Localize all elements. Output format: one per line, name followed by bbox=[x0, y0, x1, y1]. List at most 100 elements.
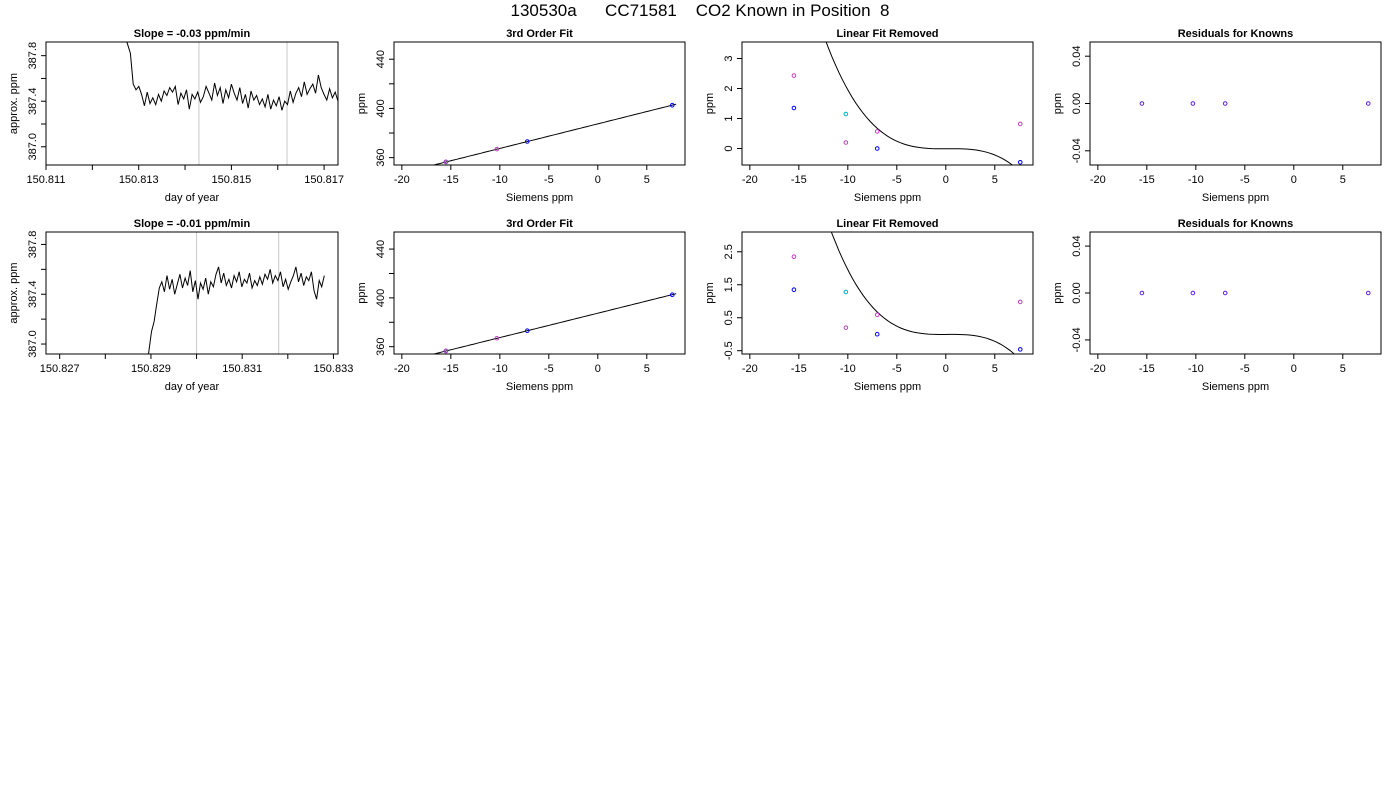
x-tick-label: 0 bbox=[943, 363, 949, 375]
x-tick-label: -15 bbox=[791, 174, 807, 186]
y-tick-label: 400 bbox=[375, 289, 387, 307]
fit-curve bbox=[431, 293, 677, 354]
data-point bbox=[874, 129, 880, 134]
y-axis-label: ppm bbox=[1052, 282, 1064, 303]
x-tick-label: -20 bbox=[742, 363, 758, 375]
data-point bbox=[1017, 160, 1023, 165]
y-tick-label: 1 bbox=[723, 115, 735, 121]
x-tick-label: -5 bbox=[544, 363, 554, 375]
data-point bbox=[1365, 290, 1371, 296]
y-tick-label: 387.8 bbox=[27, 42, 39, 70]
y-tick-label: 387.8 bbox=[27, 231, 39, 259]
chart-title: Slope = -0.03 ppm/min bbox=[134, 28, 251, 40]
chart-res2: Residuals for Knowns -20 -15 -10 -5 0 5 -0.04 0.… bbox=[1052, 218, 1382, 393]
chart-lin1: Linear Fit Removed -20 -15 -10 -5 0 5 0 1 2 3 Sieme… bbox=[704, 28, 1034, 204]
chart-ts1: Slope = -0.03 ppm/min 150.811 150.813 150.8… bbox=[8, 28, 344, 204]
data-point bbox=[791, 287, 797, 293]
y-tick-label: 2.5 bbox=[723, 244, 735, 259]
y-tick-label: -0.04 bbox=[1071, 138, 1083, 163]
x-tick-label: 150.815 bbox=[212, 174, 252, 186]
data-point bbox=[443, 159, 449, 165]
chart-ts2: Slope = -0.01 ppm/min 150.827 150.829 150.8… bbox=[8, 218, 353, 393]
x-tick-label: -10 bbox=[492, 363, 508, 375]
data-point bbox=[874, 146, 880, 151]
x-tick-label: -5 bbox=[892, 363, 902, 375]
x-axis-label: Siemens ppm bbox=[854, 192, 921, 204]
y-tick-label: 360 bbox=[375, 148, 387, 166]
data-point bbox=[1222, 290, 1228, 296]
y-tick-label: 387.0 bbox=[27, 330, 39, 358]
data-point bbox=[1190, 101, 1196, 106]
data-point bbox=[791, 254, 797, 260]
page-title: 130530a CC71581 CO2 Known in Position 8 bbox=[510, 1, 890, 20]
chart-title: 3rd Order Fit bbox=[506, 218, 573, 230]
y-axis-label: ppm bbox=[704, 282, 716, 303]
chart-title: Linear Fit Removed bbox=[836, 218, 938, 230]
x-tick-label: -15 bbox=[1139, 363, 1155, 375]
x-tick-label: 150.813 bbox=[119, 174, 159, 186]
y-tick-label: 440 bbox=[375, 50, 387, 68]
data-point bbox=[1139, 290, 1145, 296]
y-tick-label: 2 bbox=[723, 85, 735, 91]
y-tick-label: 400 bbox=[375, 99, 387, 117]
data-point bbox=[669, 292, 675, 298]
x-tick-label: -5 bbox=[892, 174, 902, 186]
y-tick-label: -0.04 bbox=[1071, 327, 1083, 352]
plot-frame bbox=[741, 41, 1034, 166]
chart-res1: Residuals for Knowns -20 -15 -10 -5 0 5 -0.04 0.… bbox=[1052, 28, 1382, 204]
x-tick-label: -5 bbox=[1240, 363, 1250, 375]
chart-title: 3rd Order Fit bbox=[506, 28, 573, 40]
x-tick-label: -10 bbox=[840, 174, 856, 186]
x-tick-label: 150.811 bbox=[27, 174, 66, 186]
y-tick-label: 0.00 bbox=[1071, 282, 1083, 303]
x-tick-label: -10 bbox=[1188, 174, 1204, 186]
x-tick-label: -5 bbox=[544, 174, 554, 186]
x-axis-label: day of year bbox=[165, 381, 220, 393]
data-point bbox=[874, 331, 880, 337]
y-tick-label: 0 bbox=[723, 145, 735, 151]
x-tick-label: -15 bbox=[443, 174, 459, 186]
y-axis-label: approx. ppm bbox=[8, 73, 20, 134]
y-tick-label: 0.00 bbox=[1071, 93, 1083, 114]
x-tick-label: -20 bbox=[394, 174, 410, 186]
x-tick-label: 5 bbox=[1340, 363, 1346, 375]
x-tick-label: 150.829 bbox=[131, 363, 171, 375]
y-tick-label: 0.04 bbox=[1071, 235, 1083, 256]
fit-curve bbox=[431, 103, 677, 165]
y-tick-label: 0.04 bbox=[1071, 45, 1083, 66]
data-point bbox=[1222, 101, 1228, 106]
data-point bbox=[494, 335, 500, 341]
data-point bbox=[1365, 101, 1371, 106]
chart-title: Residuals for Knowns bbox=[1178, 218, 1294, 230]
x-axis-label: Siemens ppm bbox=[506, 192, 573, 204]
data-point bbox=[1017, 299, 1023, 305]
plot-frame bbox=[1089, 231, 1382, 355]
x-tick-label: -10 bbox=[492, 174, 508, 186]
data-point bbox=[1017, 121, 1023, 127]
y-tick-label: 440 bbox=[375, 240, 387, 258]
x-tick-label: -15 bbox=[791, 363, 807, 375]
x-tick-label: 0 bbox=[595, 174, 601, 186]
x-tick-label: 150.831 bbox=[222, 363, 262, 375]
y-tick-label: 1.5 bbox=[723, 277, 735, 292]
data-point bbox=[494, 146, 500, 152]
x-tick-label: 5 bbox=[644, 363, 650, 375]
x-tick-label: 5 bbox=[644, 174, 650, 186]
data-point bbox=[843, 325, 849, 330]
data-point bbox=[791, 105, 797, 111]
y-tick-label: 387.4 bbox=[27, 87, 39, 115]
x-tick-label: 0 bbox=[1291, 174, 1297, 186]
data-point bbox=[443, 348, 449, 354]
plot-frame bbox=[741, 231, 1034, 355]
chart-title: Residuals for Knowns bbox=[1178, 28, 1294, 40]
x-axis-label: Siemens ppm bbox=[854, 381, 921, 393]
x-tick-label: -15 bbox=[443, 363, 459, 375]
x-tick-label: 0 bbox=[1291, 363, 1297, 375]
x-axis-label: Siemens ppm bbox=[1202, 381, 1269, 393]
chart-fit2: 3rd Order Fit -20 -15 -10 -5 0 5 360 400 440 Sieme… bbox=[356, 218, 686, 393]
data-point bbox=[791, 73, 797, 78]
x-tick-label: 150.833 bbox=[314, 363, 354, 375]
x-tick-label: 0 bbox=[943, 174, 949, 186]
y-tick-label: 387.0 bbox=[27, 133, 39, 161]
data-point bbox=[1190, 290, 1196, 296]
